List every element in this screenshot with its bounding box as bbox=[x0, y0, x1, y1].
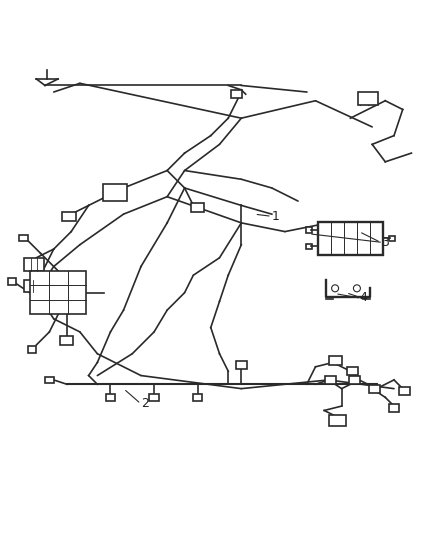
Bar bbox=[30, 271, 86, 314]
Bar bbox=[368, 385, 379, 393]
Bar bbox=[388, 405, 399, 412]
Bar bbox=[60, 336, 73, 345]
Bar bbox=[191, 203, 204, 213]
Bar bbox=[325, 376, 336, 384]
Text: 1: 1 bbox=[271, 210, 279, 223]
Bar bbox=[106, 394, 115, 401]
Bar bbox=[62, 212, 75, 221]
Bar bbox=[357, 92, 377, 105]
Bar bbox=[235, 361, 246, 369]
Bar bbox=[399, 387, 410, 395]
Bar bbox=[346, 367, 357, 375]
Bar bbox=[328, 356, 341, 365]
Bar bbox=[349, 376, 359, 384]
Bar bbox=[8, 279, 16, 285]
Bar bbox=[231, 90, 242, 98]
Bar bbox=[328, 415, 345, 425]
Bar bbox=[388, 236, 394, 241]
Bar bbox=[149, 394, 159, 401]
Bar bbox=[192, 394, 202, 401]
Bar bbox=[24, 258, 44, 271]
Bar bbox=[305, 244, 311, 249]
Bar bbox=[45, 377, 53, 383]
Bar bbox=[305, 228, 311, 232]
Bar bbox=[19, 235, 28, 241]
Bar bbox=[28, 346, 36, 353]
Bar bbox=[102, 183, 127, 201]
Bar bbox=[24, 280, 42, 292]
Bar bbox=[317, 222, 382, 254]
Text: 2: 2 bbox=[141, 398, 148, 410]
Text: 4: 4 bbox=[358, 290, 366, 303]
Text: 3: 3 bbox=[380, 236, 388, 249]
